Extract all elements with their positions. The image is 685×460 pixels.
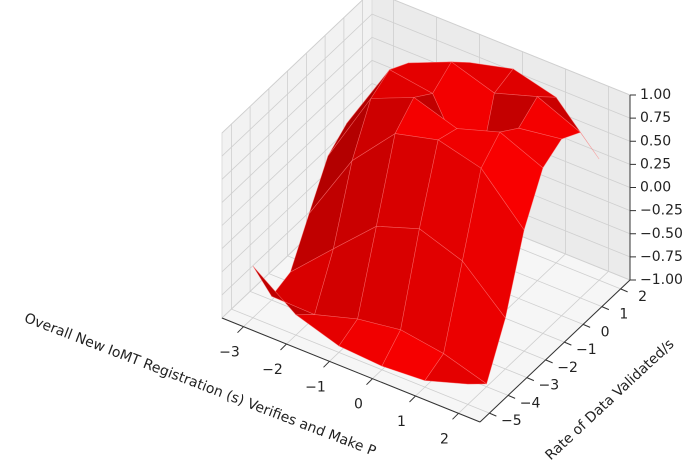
y-tick <box>526 377 535 382</box>
x-axis <box>221 317 481 423</box>
z-tick-label: 0.25 <box>640 156 671 172</box>
y-tick <box>545 359 553 364</box>
y-tick-label: −1 <box>576 342 597 358</box>
z-tick-label: −0.25 <box>640 203 683 219</box>
y-tick <box>620 288 628 293</box>
x-tick <box>366 378 373 386</box>
surface-patch <box>424 353 488 385</box>
y-tick <box>564 341 572 346</box>
y-tick <box>507 394 516 399</box>
x-tick-label: −2 <box>262 362 283 378</box>
y-tick <box>601 306 610 311</box>
x-tick-label: −1 <box>305 379 326 395</box>
z-tick-label: −1.00 <box>640 272 683 288</box>
y-tick-label: −3 <box>539 378 560 394</box>
y-tick-label: 1 <box>619 307 628 323</box>
x-tick <box>452 412 459 420</box>
x-tick <box>409 395 416 403</box>
y-tick-label: −4 <box>520 395 541 411</box>
y-tick <box>489 412 497 417</box>
grid-line <box>221 13 631 157</box>
x-tick <box>323 360 330 368</box>
z-tick-label: 0.00 <box>640 180 671 196</box>
y-tick-label: −5 <box>501 413 522 429</box>
x-tick-label: 2 <box>440 431 449 447</box>
z-tick-label: −0.50 <box>640 226 683 242</box>
y-tick <box>582 323 591 328</box>
z-tick-label: 0.75 <box>640 110 671 126</box>
y-tick-label: 0 <box>601 324 610 340</box>
x-tick-label: 1 <box>397 414 406 430</box>
x-tick-label: 0 <box>354 397 363 413</box>
y-tick-label: 2 <box>638 289 647 305</box>
z-tick-label: 1.00 <box>640 87 671 103</box>
y-axis-label: Rate of Data Validated/s <box>542 336 677 460</box>
z-tick-label: 0.50 <box>640 133 671 149</box>
x-tick-label: −3 <box>219 345 240 361</box>
x-tick <box>237 326 244 334</box>
x-tick <box>280 343 287 351</box>
y-tick-label: −2 <box>557 360 578 376</box>
y-axis <box>479 279 631 423</box>
grid-line <box>221 0 631 134</box>
z-tick-label: −0.75 <box>640 249 683 265</box>
